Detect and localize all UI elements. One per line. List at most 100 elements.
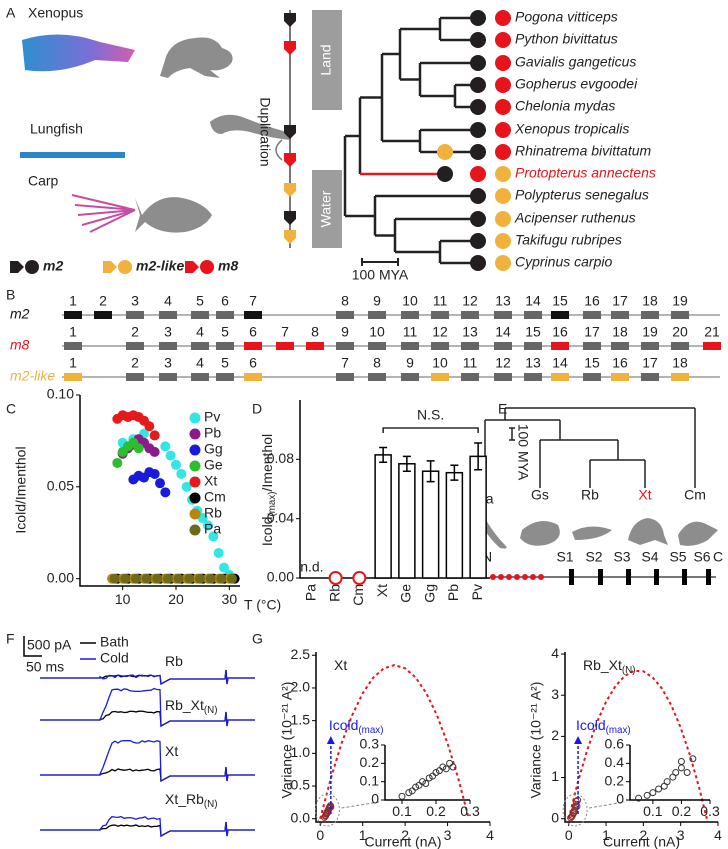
y-tick-label: 0.5 bbox=[291, 777, 311, 793]
species-name: Acipenser ruthenus bbox=[514, 210, 636, 226]
data-point bbox=[141, 573, 152, 584]
y-axis-label: Variance (10⁻²¹ A²) bbox=[279, 682, 295, 799]
y-axis-label-sub: (max) bbox=[267, 491, 278, 516]
y-tick-label: 0 bbox=[371, 791, 379, 807]
y-tick-label: 0.2 bbox=[360, 754, 380, 770]
exon bbox=[641, 311, 659, 319]
current-trace bbox=[40, 710, 255, 728]
exon bbox=[244, 342, 262, 350]
exon bbox=[216, 373, 234, 381]
legend-label: Cold bbox=[100, 650, 129, 666]
inset-point bbox=[439, 763, 447, 771]
trace-label: Xt bbox=[165, 743, 178, 759]
trace-label-sub: (N) bbox=[204, 799, 218, 810]
exon-number: 4 bbox=[196, 355, 204, 371]
frog-icon bbox=[628, 518, 668, 545]
n-term-dot bbox=[538, 574, 544, 580]
exon bbox=[671, 311, 689, 319]
species-name: Cyprinus carpio bbox=[515, 254, 612, 270]
legend-label: Pv bbox=[204, 409, 220, 425]
exon-number: 10 bbox=[402, 293, 418, 309]
exon bbox=[191, 373, 209, 381]
exon bbox=[216, 342, 234, 350]
y-tick-label: 0.1 bbox=[360, 772, 380, 788]
x-tick-label: 0 bbox=[565, 827, 573, 843]
y-tick-label: 0.04 bbox=[267, 509, 294, 525]
domain-label: S5 bbox=[669, 549, 686, 565]
y-axis-label: Icold(max)/Imenthol bbox=[259, 434, 278, 546]
exon bbox=[431, 373, 449, 381]
gene-label: m2 bbox=[10, 306, 30, 322]
exon-number: 3 bbox=[164, 324, 172, 340]
x-axis-label: Current (nA) bbox=[603, 834, 680, 849]
exon-number: 10 bbox=[432, 355, 448, 371]
trace-label-main: Xt bbox=[165, 743, 178, 759]
gene-dot bbox=[495, 122, 511, 138]
exon-number: 7 bbox=[249, 293, 257, 309]
inset-point bbox=[425, 774, 433, 782]
exon-number: 7 bbox=[281, 324, 289, 340]
exon-number: 9 bbox=[373, 293, 381, 309]
legend-marker bbox=[189, 444, 201, 456]
data-point bbox=[176, 468, 187, 479]
transmembrane-segment bbox=[626, 569, 631, 585]
exon-number: 16 bbox=[584, 293, 600, 309]
data-point bbox=[109, 573, 120, 584]
domain-label: S3 bbox=[613, 549, 630, 565]
bar bbox=[374, 454, 392, 579]
exon-number: 14 bbox=[525, 293, 541, 309]
icold-max-label: Icold(max) bbox=[329, 717, 384, 736]
n-term-dot bbox=[506, 574, 512, 580]
species-name: Xenopus tropicalis bbox=[514, 121, 629, 137]
legend-arrow bbox=[185, 261, 199, 273]
current-trace bbox=[40, 687, 255, 728]
species-name: Pogona vitticeps bbox=[515, 9, 618, 25]
inset-point bbox=[649, 789, 657, 797]
gene-dot bbox=[470, 10, 486, 26]
icold-max-arrow bbox=[326, 736, 335, 744]
data-point bbox=[213, 547, 224, 558]
species-name: Python bivittatus bbox=[515, 31, 618, 47]
exon bbox=[191, 311, 209, 319]
x-tick-label: 3 bbox=[444, 827, 452, 843]
legend-label: Ge bbox=[204, 457, 223, 473]
x-axis-label: Current (nA) bbox=[364, 834, 441, 849]
panel-letter: G bbox=[252, 631, 263, 647]
gene-arrow bbox=[284, 41, 296, 55]
data-point bbox=[120, 573, 131, 584]
exon-number: 4 bbox=[196, 324, 204, 340]
domain-label: C bbox=[713, 549, 723, 565]
current-trace bbox=[40, 766, 255, 783]
x-tick-label: 0.1 bbox=[643, 803, 663, 819]
exon bbox=[368, 342, 386, 350]
exon bbox=[641, 373, 659, 381]
legend-label: Pb bbox=[204, 425, 221, 441]
gene-dot bbox=[470, 77, 486, 93]
significance-label: N.S. bbox=[417, 407, 444, 423]
inset-point bbox=[683, 769, 691, 776]
scale-label: 100 MYA bbox=[352, 267, 409, 283]
water-box bbox=[312, 170, 342, 248]
exon-number: 5 bbox=[221, 355, 229, 371]
exon bbox=[159, 373, 177, 381]
species-name: Gavialis gangeticus bbox=[515, 54, 636, 70]
x-tick-label: Rb bbox=[326, 584, 342, 602]
exon-number: 1 bbox=[69, 355, 77, 371]
inset-point bbox=[446, 759, 454, 767]
n-term-dot bbox=[530, 574, 536, 580]
exon-number: 16 bbox=[552, 324, 568, 340]
data-point bbox=[208, 531, 219, 542]
domain-label: S4 bbox=[641, 549, 658, 565]
trace-label-main: Rb bbox=[165, 653, 183, 669]
chart-title-sub: (N) bbox=[622, 665, 636, 676]
species-name: Takifugu rubripes bbox=[515, 232, 622, 248]
exon bbox=[159, 311, 177, 319]
y-tick-label: 0 bbox=[616, 791, 624, 807]
bar bbox=[469, 455, 487, 579]
scale-label: 500 pA bbox=[27, 637, 72, 653]
data-point bbox=[171, 459, 181, 470]
exon bbox=[583, 373, 601, 381]
exon-number: 14 bbox=[495, 324, 511, 340]
exon-number: 18 bbox=[642, 293, 658, 309]
